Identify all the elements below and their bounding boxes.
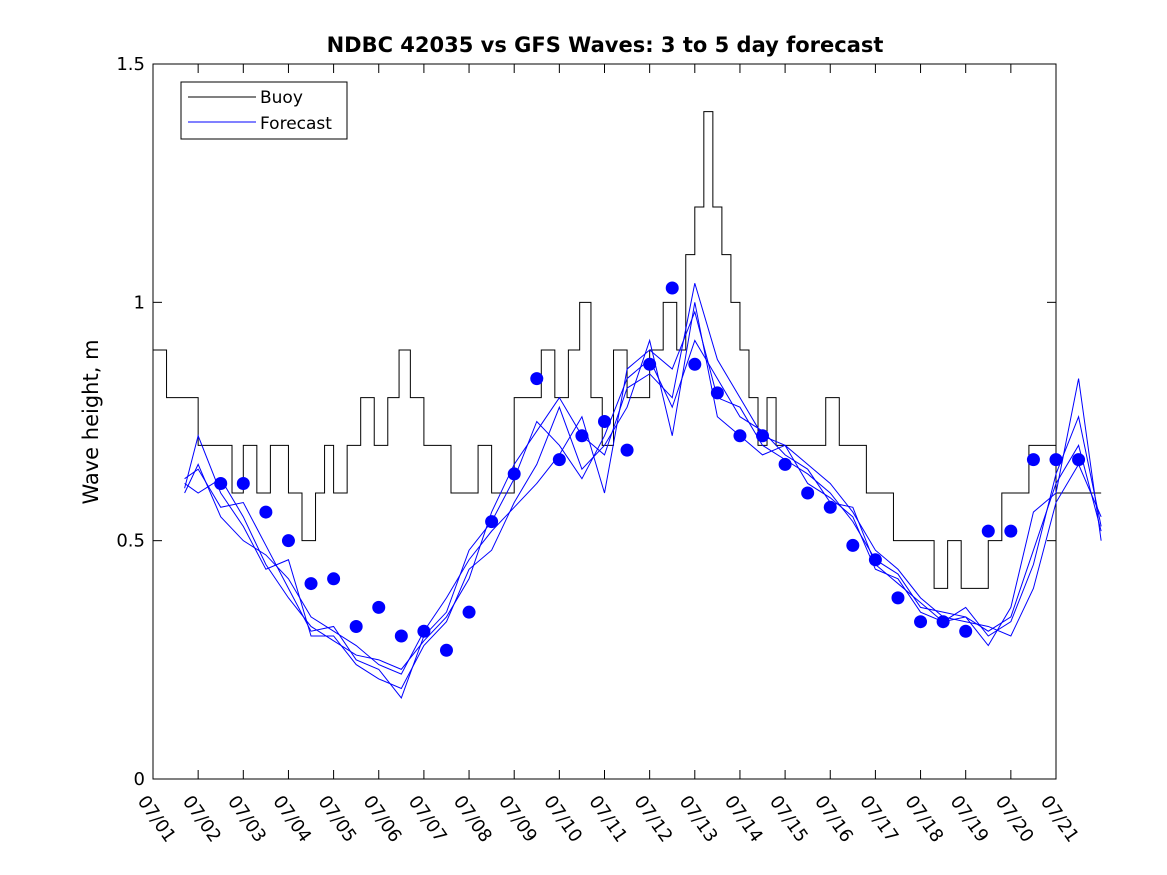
forecast-marker — [439, 643, 453, 657]
x-tick-label: 07/14 — [720, 792, 767, 847]
legend-box — [180, 81, 348, 140]
forecast-marker — [327, 572, 341, 586]
forecast-line-2 — [184, 310, 1102, 675]
forecast-marker — [485, 515, 499, 529]
forecast-marker — [710, 386, 724, 400]
forecast-marker — [281, 534, 295, 548]
forecast-marker — [598, 415, 611, 428]
legend-forecast-label: Forecast — [260, 114, 332, 134]
x-tick-label: 07/06 — [359, 792, 406, 847]
y-tick-label: 1 — [134, 292, 145, 313]
forecast-marker — [552, 453, 566, 467]
x-tick-label: 07/05 — [314, 792, 361, 847]
legend: Buoy Forecast — [180, 81, 348, 140]
forecast-marker — [778, 457, 792, 471]
x-tick-label: 07/04 — [268, 792, 315, 847]
x-tick-label: 07/18 — [900, 792, 947, 847]
forecast-marker — [575, 429, 589, 443]
forecast-marker — [733, 429, 747, 443]
forecast-marker — [914, 615, 928, 629]
forecast-marker — [259, 505, 273, 519]
forecast-marker — [1004, 524, 1018, 538]
forecast-marker — [643, 357, 657, 371]
x-tick-label: 07/20 — [991, 792, 1038, 847]
x-tick-label: 07/03 — [223, 792, 270, 847]
y-axis-label: Wave height, m — [79, 339, 103, 504]
forecast-marker — [304, 577, 318, 591]
forecast-marker — [756, 429, 770, 443]
y-tick-label: 0.5 — [116, 531, 145, 552]
x-tick-label: 07/21 — [1036, 792, 1083, 847]
forecast-marker — [1072, 453, 1086, 467]
forecast-marker — [823, 500, 837, 514]
chart-title: NDBC 42035 vs GFS Waves: 3 to 5 day fore… — [327, 33, 884, 57]
x-tick-label: 07/17 — [855, 792, 902, 847]
forecast-marker — [236, 476, 250, 490]
forecast-marker — [891, 591, 905, 605]
forecast-marker — [846, 538, 860, 552]
x-tick-label: 07/13 — [675, 792, 722, 847]
forecast-marker — [688, 357, 702, 371]
x-tick-label: 07/09 — [494, 792, 541, 847]
x-tick-label: 07/10 — [539, 792, 586, 847]
x-tick-label: 07/08 — [449, 792, 496, 847]
x-tick-label: 07/19 — [946, 792, 993, 847]
x-tick-label: 07/02 — [178, 792, 225, 847]
x-tick-label: 07/16 — [810, 792, 857, 847]
x-tick-label: 07/07 — [404, 792, 451, 847]
forecast-marker — [936, 615, 950, 629]
forecast-marker — [981, 524, 995, 538]
forecast-marker — [394, 629, 408, 643]
forecast-marker — [372, 600, 386, 614]
forecast-marker — [214, 476, 228, 490]
forecast-marker — [530, 372, 544, 386]
buoy-line — [153, 111, 1102, 589]
forecast-marker — [620, 443, 634, 457]
forecast-marker — [417, 624, 431, 638]
legend-buoy-label: Buoy — [260, 88, 303, 108]
forecast-marker — [868, 553, 882, 567]
forecast-marker — [801, 486, 815, 500]
x-tick-label: 07/12 — [630, 792, 677, 847]
y-tick-label: 0 — [134, 769, 145, 790]
x-tick-label: 07/11 — [584, 792, 631, 847]
forecast-marker — [1049, 453, 1063, 467]
forecast-marker — [349, 619, 363, 633]
marker-layer — [214, 281, 1086, 657]
forecast-marker — [665, 281, 679, 295]
y-tick-label: 1.5 — [116, 54, 145, 75]
forecast-marker — [507, 467, 521, 481]
x-tick-label: 07/15 — [765, 792, 812, 847]
forecast-marker — [959, 624, 973, 638]
x-tick-label: 07/01 — [133, 792, 180, 847]
forecast-marker — [1026, 453, 1040, 467]
forecast-marker — [462, 605, 476, 619]
